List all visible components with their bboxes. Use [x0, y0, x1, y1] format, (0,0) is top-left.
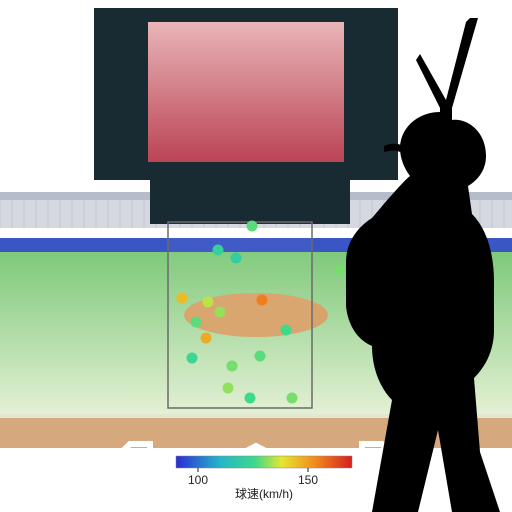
strike-zone — [168, 222, 312, 408]
pitch-marker — [201, 333, 212, 344]
pitch-marker — [187, 353, 198, 364]
pitch-marker — [213, 245, 224, 256]
pitch-marker — [335, 265, 346, 276]
legend-tick: 100 — [188, 473, 208, 487]
pitch-marker — [245, 393, 256, 404]
pitch-marker — [215, 307, 226, 318]
pitch-marker — [203, 297, 214, 308]
pitch-marker — [257, 295, 268, 306]
legend-tick: 150 — [298, 473, 318, 487]
pitch-marker — [177, 293, 188, 304]
pitch-marker — [287, 393, 298, 404]
pitch-marker — [255, 351, 266, 362]
pitch-marker — [231, 253, 242, 264]
legend-label: 球速(km/h) — [235, 487, 293, 501]
pitch-marker — [191, 317, 202, 328]
pitch-marker — [223, 383, 234, 394]
pitch-marker — [281, 325, 292, 336]
pitch-marker — [247, 221, 258, 232]
pitch-location-chart: 100 150 球速(km/h) — [0, 0, 512, 512]
pitch-marker — [227, 361, 238, 372]
